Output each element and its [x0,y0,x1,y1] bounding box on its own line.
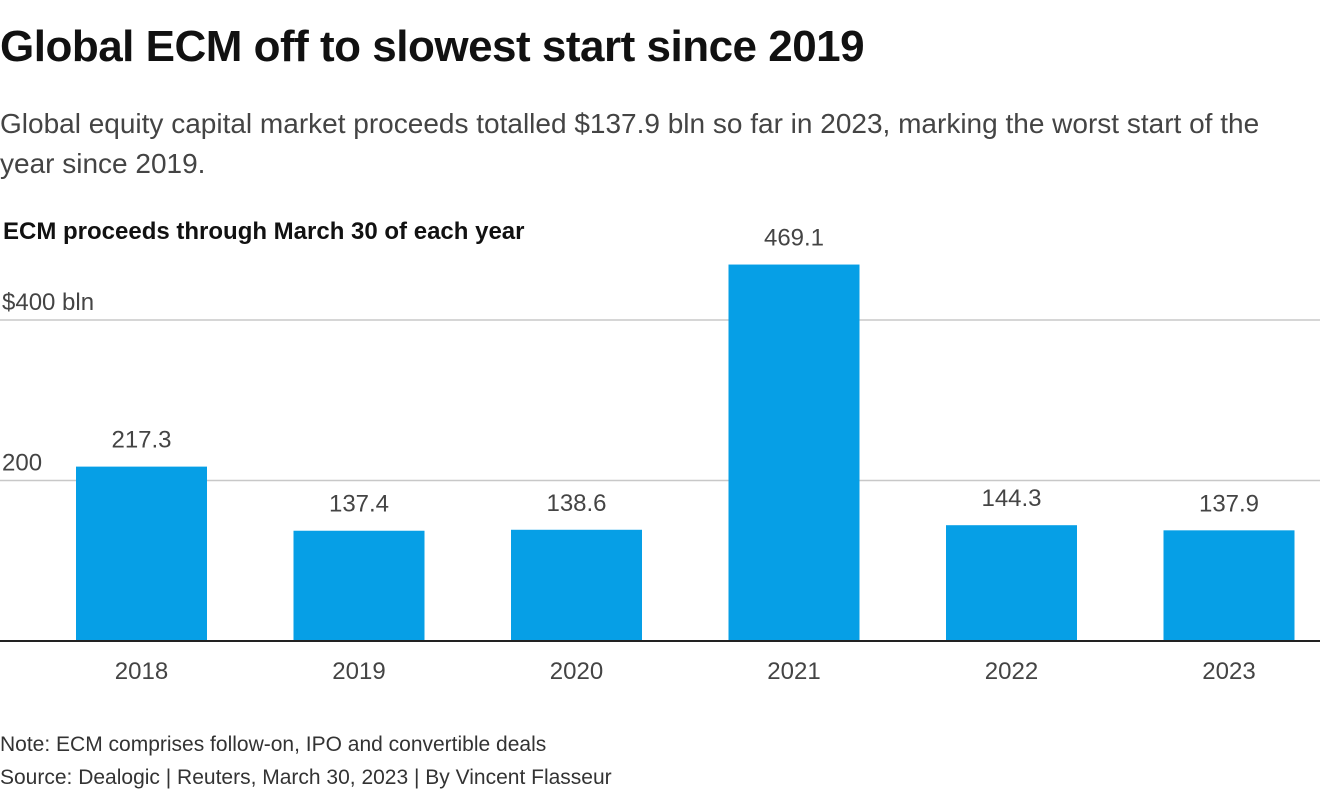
bar-value-label: 144.3 [981,485,1041,512]
x-tick-label: 2018 [115,658,168,685]
x-tick-label: 2020 [550,658,603,685]
grid-layer [0,319,1320,482]
x-tick-label: 2021 [767,658,820,685]
chart-note: Note: ECM comprises follow-on, IPO and c… [0,733,547,756]
bar-2018 [76,466,207,641]
bar-chart: ECM proceeds through March 30 of each ye… [0,218,1320,685]
bar-value-label: 469.1 [764,225,824,252]
bar-value-label: 137.4 [329,491,389,518]
bar-2020 [511,529,642,641]
bar-layer [76,264,1295,641]
label-layer: 200 $400 bln 217.3 2018 137.4 2019 138.6 2020 46… [0,225,1320,685]
x-tick-label: 2023 [1202,658,1255,685]
bar-2019 [293,530,425,641]
x-tick-label: 2019 [332,658,385,685]
bar-value-label: 217.3 [111,427,171,454]
bar-2021 [728,264,860,641]
y-tick-label: $400 bln [2,289,94,316]
chart-source: Source: Dealogic | Reuters, March 30, 20… [0,766,612,789]
bar-2022 [946,525,1077,641]
bar-value-label: 137.9 [1199,490,1259,517]
y-tick-label: 200 [2,450,42,477]
chart-heading: ECM proceeds through March 30 of each ye… [3,218,524,245]
x-tick-label: 2022 [985,658,1038,685]
chart-subtitle: Global equity capital market proceeds to… [0,108,1260,179]
bar-value-label: 138.6 [546,490,606,517]
bar-2023 [1163,530,1295,641]
chart-title: Global ECM off to slowest start since 20… [0,22,865,71]
